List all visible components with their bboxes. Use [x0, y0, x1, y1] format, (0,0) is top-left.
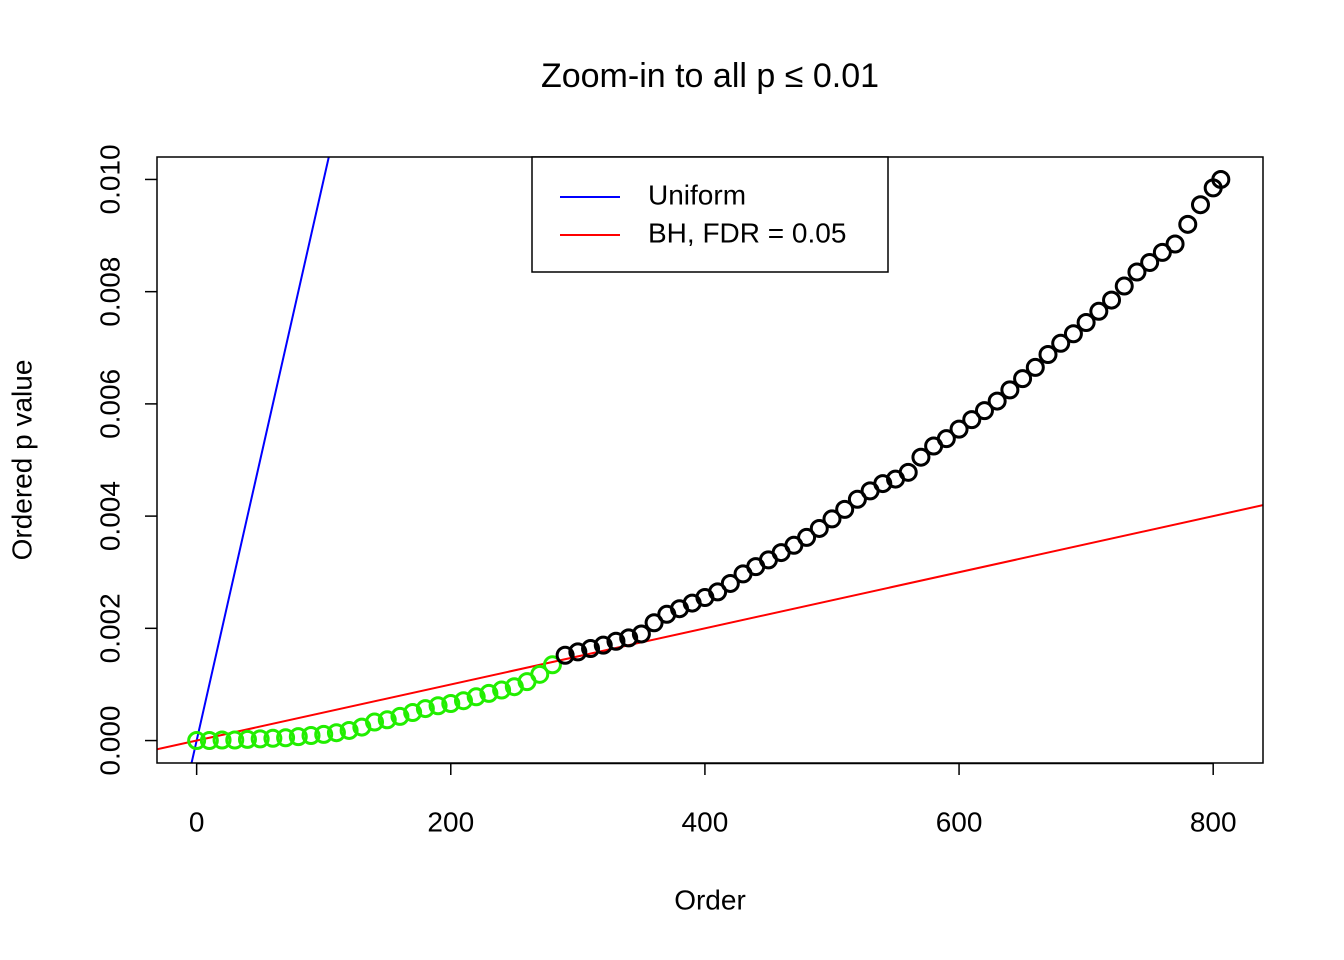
- point: [962, 410, 982, 430]
- point: [898, 462, 918, 482]
- point: [276, 728, 296, 748]
- legend: Uniform BH, FDR = 0.05: [531, 156, 889, 273]
- point: [339, 720, 359, 740]
- reference-line: [157, 504, 1263, 751]
- point: [847, 489, 867, 509]
- point: [415, 699, 435, 719]
- point: [1051, 333, 1071, 353]
- point: [911, 447, 931, 467]
- point: [1178, 214, 1198, 234]
- point: [1025, 357, 1045, 377]
- reference-line: [190, 157, 330, 763]
- point: [593, 635, 613, 655]
- point: [1013, 369, 1033, 389]
- point: [453, 691, 473, 711]
- point: [1190, 195, 1210, 215]
- point: [492, 680, 512, 700]
- x-tick-label: 0: [189, 806, 205, 837]
- y-tick-label: 0.010: [94, 144, 125, 214]
- x-tick-label: 200: [427, 806, 474, 837]
- x-tick-label: 400: [682, 806, 729, 837]
- point: [797, 527, 817, 547]
- point: [1102, 290, 1122, 310]
- point: [555, 645, 575, 665]
- point: [987, 391, 1007, 411]
- point: [1152, 242, 1172, 262]
- point: [301, 726, 321, 746]
- x-tick-label: 600: [936, 806, 983, 837]
- point: [542, 655, 562, 675]
- point: [530, 664, 550, 684]
- point: [225, 730, 245, 750]
- point: [644, 613, 664, 633]
- point: [377, 710, 397, 730]
- chart-title: Zoom-in to all p ≤ 0.01: [541, 57, 879, 95]
- point: [1114, 276, 1134, 296]
- point: [1000, 380, 1020, 400]
- point: [631, 624, 651, 644]
- legend-label: BH, FDR = 0.05: [648, 217, 846, 248]
- x-tick-label: 800: [1190, 806, 1237, 837]
- point: [365, 712, 385, 732]
- point: [441, 694, 461, 714]
- point: [835, 499, 855, 519]
- y-axis-label: Ordered p value: [6, 360, 37, 561]
- point: [479, 683, 499, 703]
- point: [581, 639, 601, 659]
- point: [1165, 234, 1185, 254]
- point: [237, 729, 257, 749]
- point: [1038, 345, 1058, 365]
- point: [263, 728, 283, 748]
- point: [1127, 262, 1147, 282]
- point: [326, 723, 346, 743]
- y-tick-label: 0.002: [94, 593, 125, 663]
- legend-box: [531, 156, 889, 273]
- point: [403, 703, 423, 722]
- point: [619, 628, 639, 648]
- x-axis-label: Order: [674, 884, 746, 915]
- point: [720, 573, 740, 593]
- legend-label: Uniform: [648, 179, 746, 210]
- point: [708, 582, 728, 602]
- point: [936, 429, 956, 449]
- y-tick-label: 0.008: [94, 257, 125, 327]
- y-tick-label: 0.004: [94, 481, 125, 551]
- point: [974, 401, 994, 421]
- point: [1063, 324, 1083, 344]
- point: [568, 642, 588, 662]
- point: [314, 724, 334, 744]
- point: [288, 727, 308, 747]
- point: [822, 509, 842, 529]
- y-tick-label: 0.000: [94, 706, 125, 776]
- point: [606, 631, 626, 651]
- point: [212, 730, 232, 750]
- point: [466, 687, 486, 707]
- point: [187, 731, 207, 751]
- point: [809, 518, 829, 538]
- point: [1140, 252, 1160, 272]
- point: [250, 729, 270, 749]
- y-tick-label: 0.006: [94, 369, 125, 439]
- point: [1089, 301, 1109, 321]
- point: [1211, 169, 1231, 189]
- point: [199, 731, 219, 751]
- point: [428, 696, 448, 716]
- point: [1076, 313, 1096, 333]
- point: [949, 419, 969, 439]
- plot-area: [157, 157, 1263, 763]
- point: [390, 706, 410, 726]
